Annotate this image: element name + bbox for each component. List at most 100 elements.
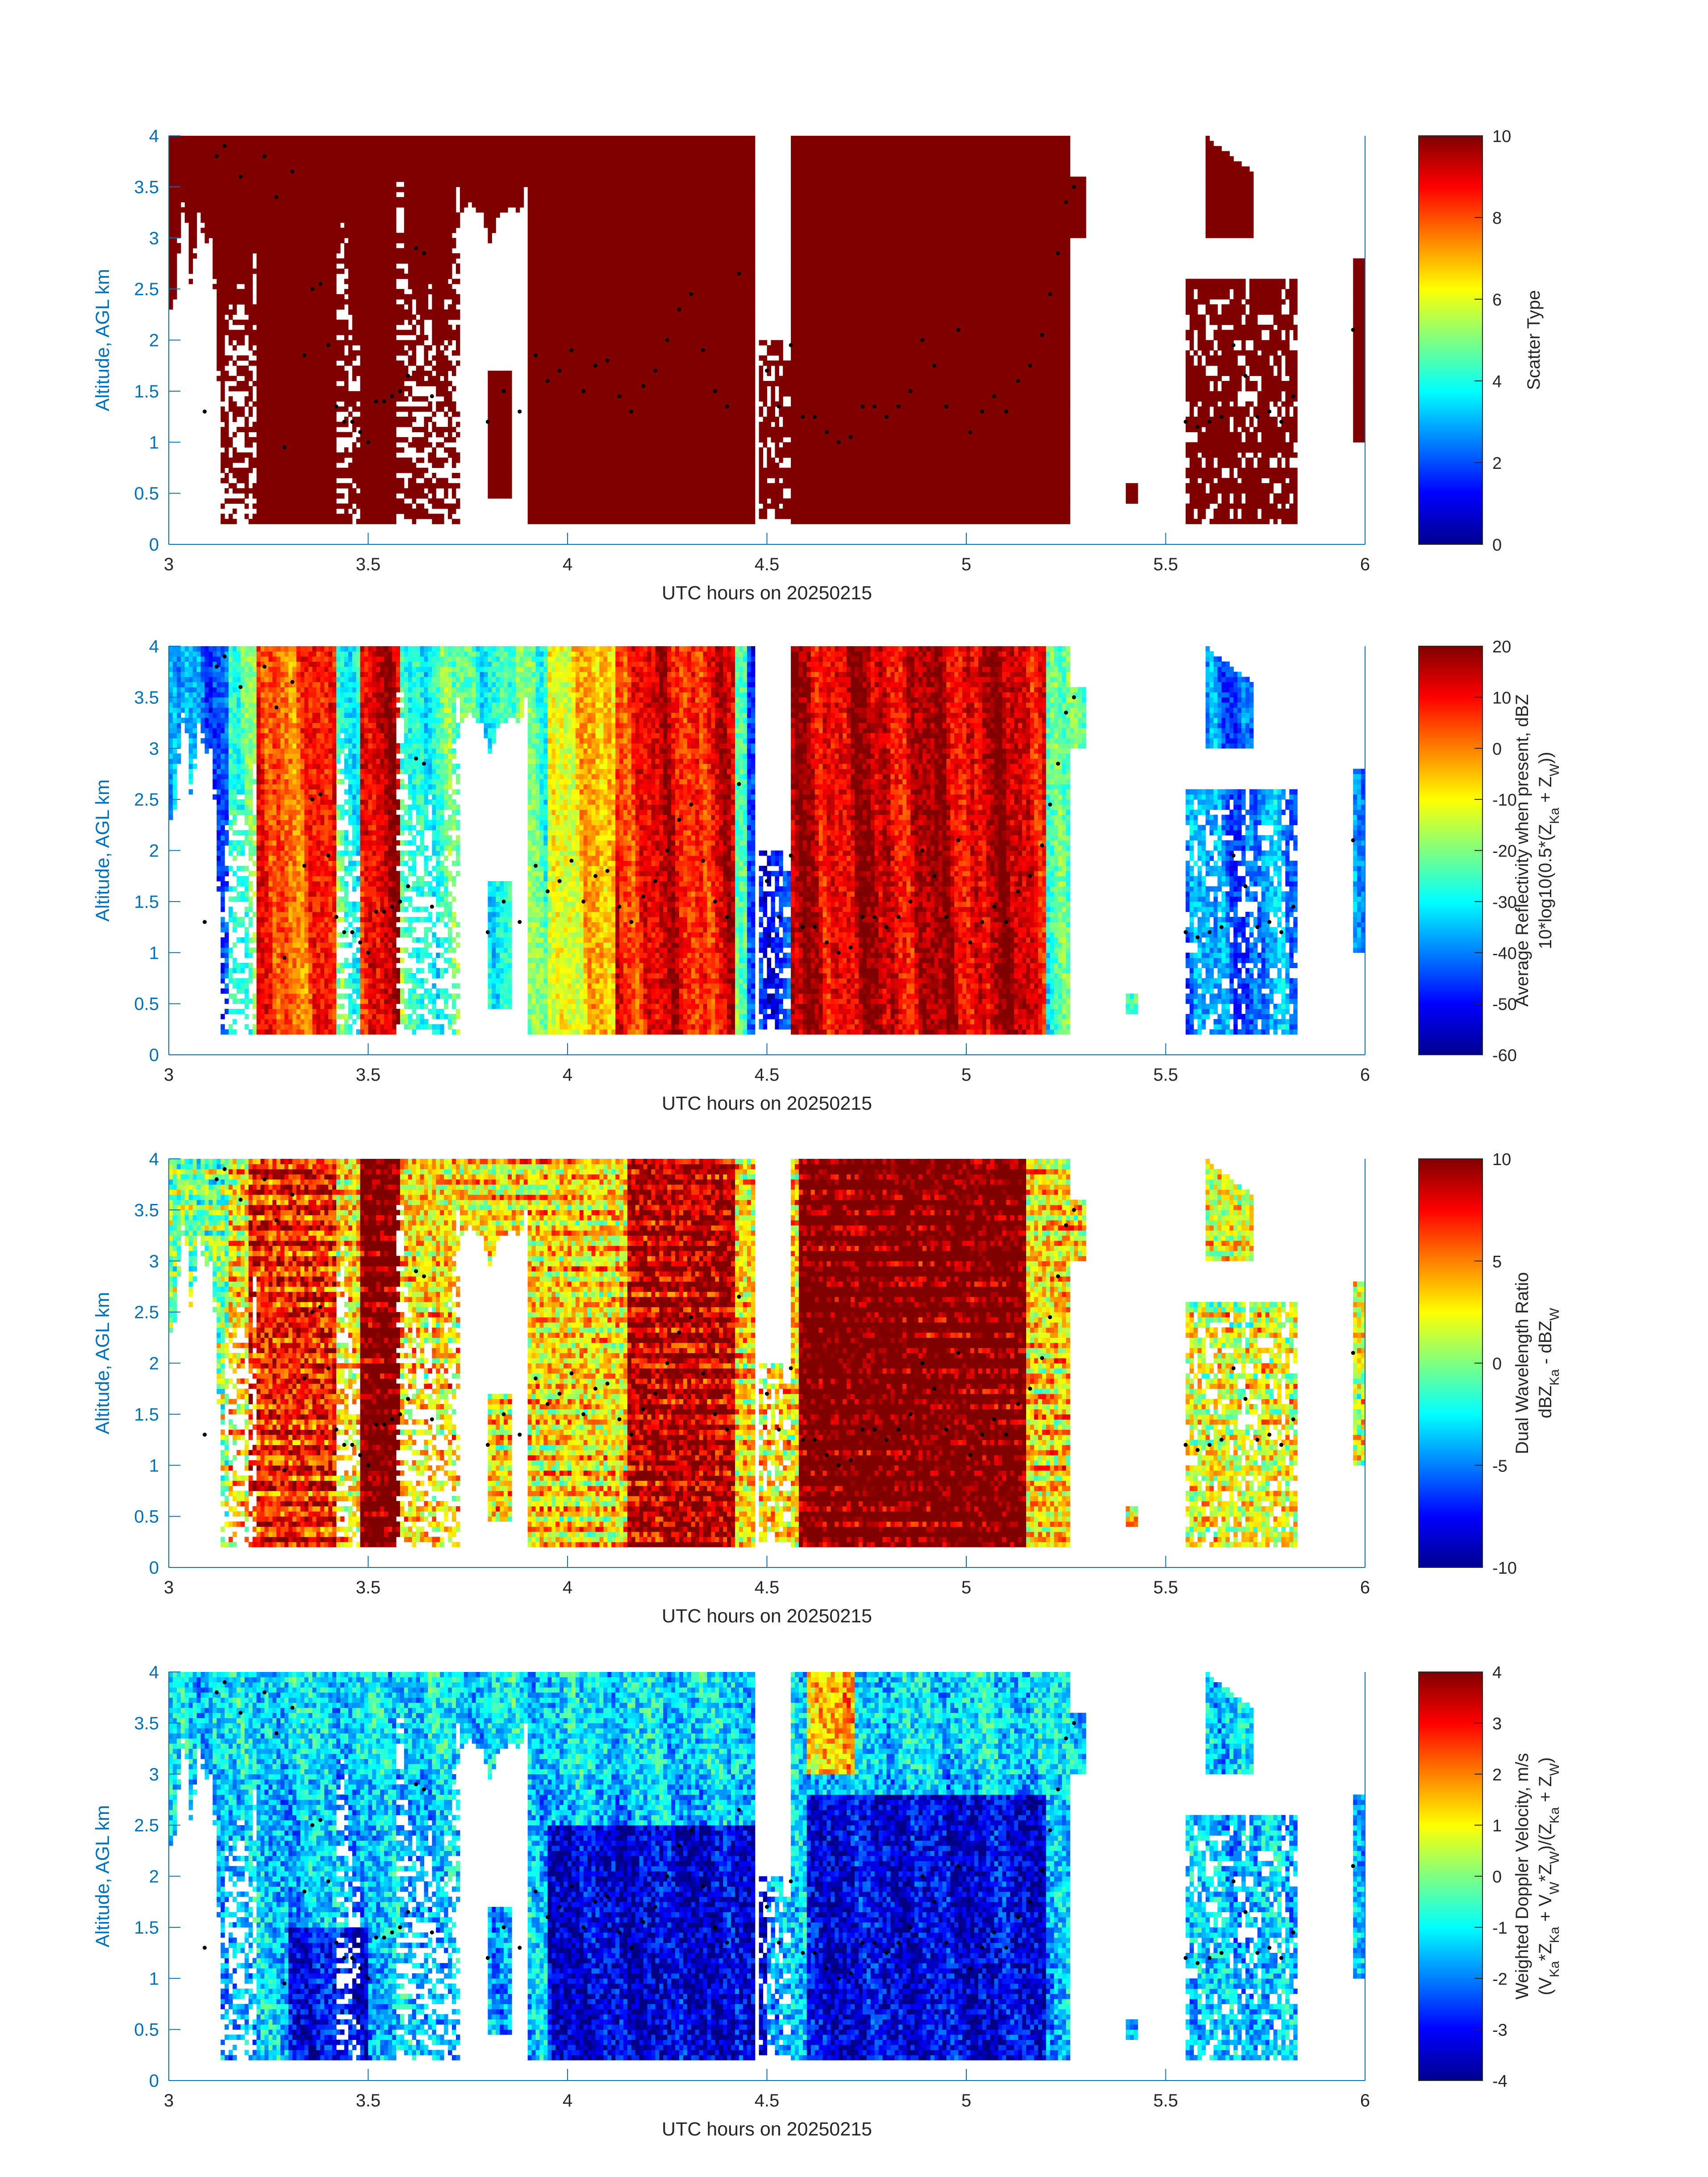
heatmap-cell (209, 202, 213, 208)
heatmap-cell (313, 253, 317, 259)
heatmap-cell (284, 432, 289, 437)
heatmap-cell (217, 228, 221, 233)
heatmap-cell (229, 335, 233, 340)
heatmap-cell (301, 309, 305, 315)
heatmap-cell (305, 396, 309, 401)
heatmap-cell (309, 381, 313, 386)
heatmap-cell (229, 289, 233, 294)
heatmap-cell (237, 197, 241, 202)
heatmap-cell (253, 207, 257, 213)
heatmap-cell (260, 345, 265, 351)
heatmap-cell (245, 396, 249, 401)
heatmap-cell (221, 519, 225, 524)
heatmap-cell (217, 279, 221, 284)
heatmap-cell (229, 146, 233, 151)
heatmap-cell (257, 151, 261, 156)
heatmap-cell (276, 498, 281, 504)
heatmap-cell (229, 458, 233, 463)
heatmap-cell (181, 141, 185, 146)
heatmap-cell (264, 320, 269, 325)
heatmap-cell (316, 371, 321, 376)
heatmap-cell (268, 238, 273, 243)
heatmap-cell (253, 335, 257, 340)
heatmap-cell (296, 406, 301, 412)
heatmap-cell (221, 360, 225, 366)
heatmap-cell (276, 309, 281, 315)
heatmap-cell (268, 274, 273, 279)
heatmap-cell (313, 161, 317, 167)
heatmap-cell (260, 259, 265, 264)
heatmap-cell (200, 207, 205, 213)
heatmap-cell (241, 156, 245, 162)
heatmap-cell (264, 514, 269, 519)
heatmap-cell (313, 468, 317, 473)
heatmap-cell (221, 442, 225, 447)
heatmap-cell (296, 437, 301, 443)
heatmap-cell (320, 412, 325, 417)
heatmap-cell (268, 381, 273, 386)
heatmap-cell (288, 386, 293, 391)
heatmap-cell (260, 217, 265, 223)
heatmap-cell (233, 309, 237, 315)
heatmap-cell (257, 171, 261, 177)
heatmap-cell (320, 432, 325, 437)
heatmap-cell (320, 304, 325, 309)
heatmap-cell (209, 156, 213, 162)
heatmap-cell (288, 294, 293, 300)
heatmap-cell (245, 504, 249, 509)
heatmap-cell (313, 268, 317, 274)
heatmap-cell (280, 422, 285, 427)
heatmap-cell (260, 233, 265, 238)
heatmap-cell (225, 156, 229, 162)
heatmap-cell (260, 274, 265, 279)
heatmap-cell (272, 222, 277, 228)
heatmap-cell (213, 228, 217, 233)
heatmap-cell (296, 396, 301, 401)
heatmap-cell (260, 504, 265, 509)
heatmap-cell (296, 519, 301, 524)
heatmap-cell (313, 146, 317, 151)
heatmap-cell (309, 442, 313, 447)
heatmap-cell (249, 376, 253, 381)
heatmap-cell (292, 299, 297, 305)
heatmap-cell (249, 427, 253, 432)
heatmap-cell (316, 458, 321, 463)
heatmap-cell (264, 182, 269, 187)
heatmap-cell (301, 187, 305, 192)
heatmap-cell (276, 207, 281, 213)
heatmap-cell (305, 381, 309, 386)
heatmap-cell (200, 136, 205, 141)
heatmap-cell (245, 228, 249, 233)
heatmap-cell (213, 222, 217, 228)
heatmap-cell (264, 519, 269, 524)
heatmap-cell (288, 376, 293, 381)
heatmap-cell (257, 371, 261, 376)
heatmap-cell (213, 213, 217, 218)
heatmap-cell (257, 468, 261, 473)
heatmap-cell (276, 519, 281, 524)
heatmap-cell (249, 141, 253, 146)
heatmap-cell (205, 192, 209, 197)
heatmap-cell (301, 514, 305, 519)
heatmap-cell (305, 263, 309, 269)
heatmap-cell (213, 146, 217, 151)
heatmap-cell (221, 437, 225, 443)
heatmap-cell (241, 458, 245, 463)
heatmap-cell (272, 412, 277, 417)
heatmap-cell (280, 493, 285, 499)
heatmap-cell (229, 222, 233, 228)
heatmap-cell (245, 136, 249, 141)
heatmap-cell (320, 243, 325, 248)
heatmap-cell (173, 151, 177, 156)
heatmap-cell (324, 391, 329, 397)
heatmap-cell (241, 299, 245, 305)
heatmap-cell (305, 437, 309, 443)
heatmap-cell (173, 202, 177, 208)
heatmap-cell (309, 371, 313, 376)
heatmap-cell (233, 233, 237, 238)
heatmap-cell (296, 136, 301, 141)
heatmap-cell (233, 376, 237, 381)
heatmap-cell (260, 463, 265, 468)
heatmap-cell (292, 213, 297, 218)
heatmap-cell (288, 325, 293, 330)
